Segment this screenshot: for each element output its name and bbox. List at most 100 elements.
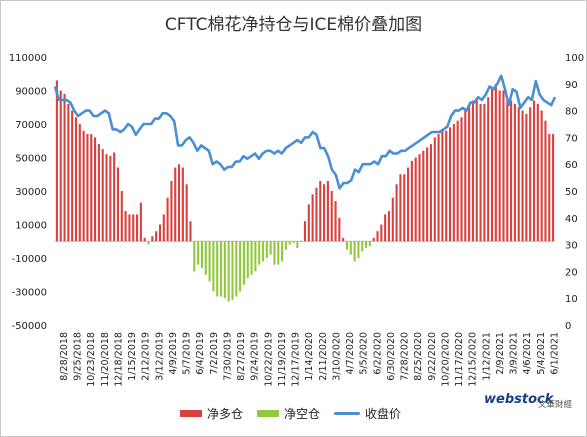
long-position-bar: [181, 167, 184, 242]
long-position-bar: [59, 90, 62, 242]
short-position-bar: [349, 241, 352, 255]
x-tick-label: 4/6/2021: [522, 332, 533, 375]
x-tick-label: 8/25/2020: [413, 332, 424, 381]
long-position-bar: [330, 191, 333, 242]
x-tick-label: 10/23/2018: [86, 332, 97, 387]
left-tick-label: -50000: [12, 321, 47, 332]
long-position-bar: [403, 174, 406, 242]
long-position-bar: [437, 134, 440, 242]
long-position-bar: [529, 107, 532, 242]
right-tick-label: 100: [565, 53, 584, 64]
short-position-bar: [345, 241, 349, 250]
left-tick-label: 70000: [15, 120, 47, 131]
long-position-bar: [380, 224, 383, 242]
x-tick-label: 11/17/2020: [454, 332, 465, 387]
long-position-bar: [319, 180, 322, 242]
x-tick-label: 11/19/2019: [277, 332, 288, 387]
x-tick-label: 1/15/2019: [127, 332, 138, 381]
long-position-bar: [372, 237, 375, 242]
right-tick-label: 0: [565, 321, 571, 332]
long-position-bar: [532, 100, 536, 242]
long-position-bar: [166, 197, 169, 242]
x-tick-label: 2/12/2019: [141, 332, 152, 381]
long-position-bar: [494, 83, 497, 242]
long-position-bar: [399, 174, 402, 242]
long-position-bar: [82, 130, 85, 242]
long-position-bar: [433, 137, 436, 242]
left-tick-label: 30000: [15, 187, 47, 198]
x-tick-label: 5/7/2019: [182, 332, 193, 375]
x-axis: 8/28/2018 9/25/2018 10/23/2018 11/20/2018 12…: [59, 332, 560, 387]
long-position-bar: [170, 180, 173, 242]
x-tick-label: 1/12/2021: [481, 332, 492, 381]
long-position-bar: [418, 154, 421, 242]
left-tick-label: 110000: [9, 53, 47, 64]
x-tick-label: 10/20/2020: [440, 332, 451, 387]
long-position-bar: [445, 130, 448, 242]
long-position-bar: [510, 100, 513, 242]
long-position-bar: [132, 214, 135, 242]
x-tick-label: 8/28/2018: [59, 332, 70, 381]
x-tick-label: 12/15/2020: [468, 332, 479, 387]
short-position-bar: [281, 241, 284, 262]
short-position-bar: [365, 241, 368, 248]
x-tick-label: 5/5/2020: [359, 332, 370, 375]
long-position-bar: [338, 217, 341, 242]
chart-title: CFTC棉花净持仓与ICE棉价叠加图: [164, 15, 423, 35]
short-position-bar: [277, 241, 280, 265]
long-position-bar: [55, 80, 58, 242]
long-position-bar: [105, 154, 108, 242]
x-tick-label: 8/27/2019: [236, 332, 247, 381]
bar-layer: [55, 80, 555, 302]
short-position-bar: [246, 241, 249, 279]
long-position-bar: [376, 231, 379, 242]
long-position-bar: [517, 107, 520, 242]
long-position-bar: [464, 110, 467, 242]
long-position-bar: [429, 144, 433, 242]
long-position-bar: [162, 214, 165, 242]
webstock-logo: webstock 文華財經: [484, 392, 580, 422]
short-position-bar: [273, 241, 276, 265]
x-tick-label: 6/30/2020: [386, 332, 397, 381]
right-tick-label: 90: [565, 80, 578, 91]
right-tick-label: 30: [565, 241, 578, 252]
long-position-bar: [513, 103, 516, 242]
x-tick-label: 4/7/2020: [345, 332, 356, 375]
short-position-bar: [147, 241, 150, 245]
long-position-bar: [128, 214, 131, 242]
long-position-bar: [307, 204, 310, 242]
long-position-bar: [78, 124, 81, 242]
short-position-bar: [227, 241, 230, 302]
long-position-bar: [456, 120, 459, 242]
long-position-bar: [136, 214, 139, 242]
long-position-bar: [384, 214, 387, 242]
short-position-bar: [235, 241, 238, 297]
x-tick-label: 3/9/2021: [509, 332, 520, 375]
long-position-bar: [90, 134, 93, 242]
long-position-bar: [548, 134, 551, 242]
short-position-bar: [193, 241, 196, 272]
right-tick-label: 80: [565, 107, 578, 118]
line-layer: [53, 74, 557, 190]
x-tick-label: 9/24/2019: [250, 332, 261, 381]
x-tick-label: 9/25/2018: [73, 332, 84, 381]
legend-item-short: 净空仓: [257, 405, 320, 422]
x-tick-label: 10/22/2019: [263, 332, 274, 387]
x-tick-label: 12/18/2018: [113, 332, 124, 387]
right-tick-label: 60: [565, 160, 578, 171]
short-position-bar: [261, 241, 265, 262]
long-position-bar: [97, 144, 100, 242]
x-tick-label: 2/9/2021: [495, 332, 506, 375]
short-position-bar: [254, 241, 257, 272]
long-position-bar: [506, 100, 509, 242]
x-tick-label: 6/4/2019: [195, 332, 206, 375]
short-position-bar: [353, 241, 356, 262]
legend-label-short: 净空仓: [284, 406, 321, 421]
short-position-bar: [231, 241, 234, 300]
long-position-bar: [300, 241, 303, 242]
short-position-bar: [204, 241, 207, 275]
x-tick-label: 7/30/2019: [222, 332, 233, 381]
long-position-bar: [552, 134, 555, 242]
long-position-bar: [143, 237, 146, 242]
long-position-bar: [502, 90, 505, 242]
